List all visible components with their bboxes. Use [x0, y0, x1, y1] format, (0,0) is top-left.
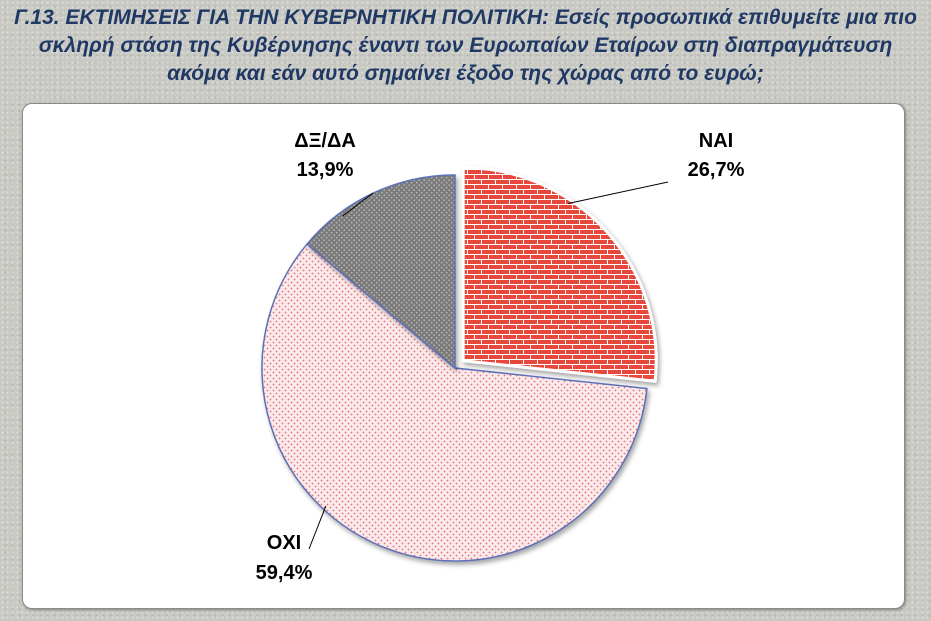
leader-line-1 [568, 181, 669, 204]
pie-slice-3 [306, 174, 456, 370]
chart-area: ΝΑΙ 26,7% ΟΧΙ 59,4% ΔΞ/ΔΑ 13,9% [22, 103, 905, 609]
slice-value-3: 13,9% [297, 159, 354, 181]
pie-slice-2 [261, 242, 648, 562]
leader-line-2 [308, 505, 327, 550]
leader-line-3 [342, 192, 374, 217]
slice-label-3: ΔΞ/ΔΑ [294, 130, 356, 152]
pie-slice-1 [461, 166, 658, 383]
chart-title: Γ.13. ΕΚΤΙΜΗΣΕΙΣ ΓΙΑ ΤΗΝ ΚΥΒΕΡΝΗΤΙΚΗ ΠΟΛ… [14, 6, 917, 85]
pie-chart: ΝΑΙ 26,7% ΟΧΙ 59,4% ΔΞ/ΔΑ 13,9% [256, 130, 745, 584]
slice-label-1: ΝΑΙ [699, 130, 733, 152]
slice-value-1: 26,7% [688, 159, 745, 181]
slice-value-2: 59,4% [256, 562, 313, 584]
slice-label-2: ΟΧΙ [267, 532, 301, 554]
